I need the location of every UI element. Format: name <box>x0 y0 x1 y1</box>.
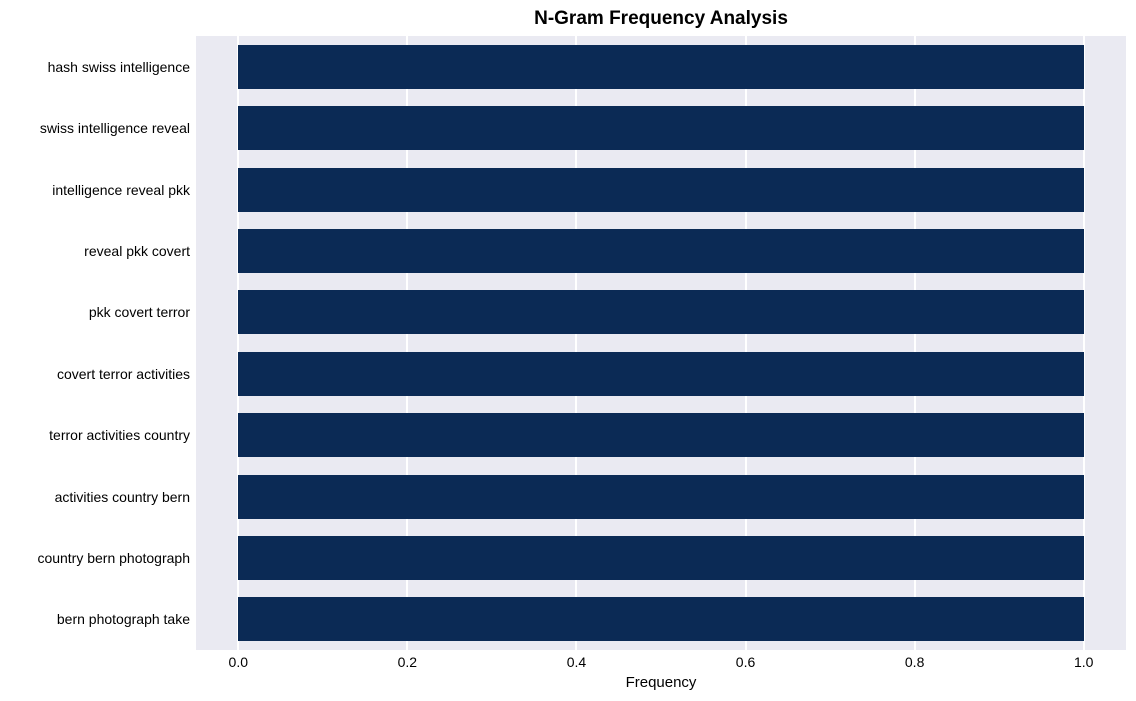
y-tick-label: bern photograph take <box>4 611 190 627</box>
y-tick-label: pkk covert terror <box>4 304 190 320</box>
bar <box>238 45 1083 89</box>
x-tick-label: 0.0 <box>229 654 248 670</box>
x-tick-label: 0.2 <box>398 654 417 670</box>
x-tick-label: 0.6 <box>736 654 755 670</box>
y-tick-label: covert terror activities <box>4 366 190 382</box>
bar <box>238 168 1083 212</box>
bar <box>238 413 1083 457</box>
y-tick-label: swiss intelligence reveal <box>4 120 190 136</box>
x-tick-label: 0.8 <box>905 654 924 670</box>
y-tick-label: reveal pkk covert <box>4 243 190 259</box>
bar <box>238 597 1083 641</box>
bar <box>238 475 1083 519</box>
x-tick-label: 1.0 <box>1074 654 1093 670</box>
y-tick-label: terror activities country <box>4 427 190 443</box>
y-tick-label: hash swiss intelligence <box>4 59 190 75</box>
bar <box>238 352 1083 396</box>
y-tick-label: intelligence reveal pkk <box>4 182 190 198</box>
x-tick-label: 0.4 <box>567 654 586 670</box>
bar <box>238 106 1083 150</box>
y-tick-label: country bern photograph <box>4 550 190 566</box>
bar <box>238 536 1083 580</box>
x-axis-label: Frequency <box>196 674 1126 691</box>
bar <box>238 290 1083 334</box>
chart-title: N-Gram Frequency Analysis <box>196 8 1126 30</box>
ngram-frequency-chart: N-Gram Frequency Analysis Frequency 0.0 0… <box>0 0 1136 701</box>
y-tick-label: activities country bern <box>4 489 190 505</box>
bar <box>238 229 1083 273</box>
plot-area <box>196 36 1126 650</box>
